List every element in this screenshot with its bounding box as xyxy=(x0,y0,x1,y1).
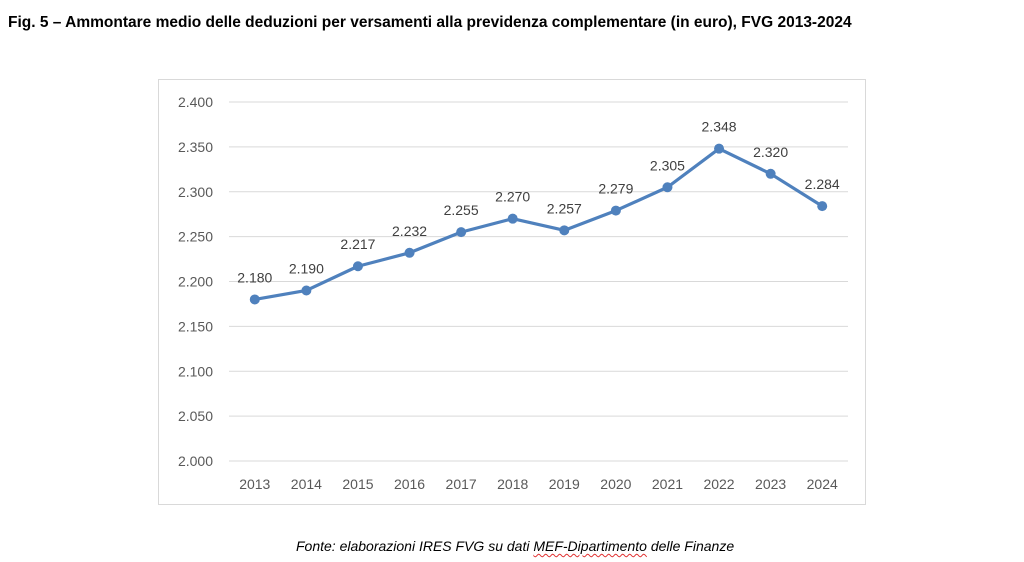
x-tick-label: 2018 xyxy=(497,476,528,492)
data-label: 2.348 xyxy=(702,119,737,135)
line-chart: 2.000 2.050 2.100 2.150 2.200 2.250 2.300 2.350… xyxy=(178,94,848,492)
y-tick-label: 2.400 xyxy=(178,94,213,110)
chart-area: 2.000 2.050 2.100 2.150 2.200 2.250 2.300 2.350… xyxy=(158,79,866,505)
data-point xyxy=(610,205,621,216)
source-suffix: delle Finanze xyxy=(646,538,735,554)
data-point xyxy=(249,294,260,305)
data-labels: 2.180 2.190 2.217 2.232 2.255 2.270 2.257 2.279… xyxy=(237,119,840,286)
figure-title: Fig. 5 – Ammontare medio delle deduzioni… xyxy=(8,14,852,31)
data-point xyxy=(404,247,415,258)
y-axis-ticks: 2.000 2.050 2.100 2.150 2.200 2.250 2.300 2.350… xyxy=(178,94,213,469)
x-tick-label: 2015 xyxy=(342,476,373,492)
x-tick-label: 2013 xyxy=(239,476,270,492)
data-label: 2.232 xyxy=(392,223,427,239)
data-point xyxy=(456,227,467,238)
series-line-group xyxy=(253,147,824,302)
data-label: 2.190 xyxy=(289,260,324,276)
x-tick-label: 2022 xyxy=(703,476,734,492)
data-point xyxy=(714,143,725,154)
x-tick-label: 2014 xyxy=(291,476,322,492)
gridlines xyxy=(229,101,848,462)
x-tick-label: 2021 xyxy=(652,476,683,492)
y-tick-label: 2.100 xyxy=(178,363,213,379)
data-label: 2.257 xyxy=(547,200,582,216)
data-point xyxy=(507,213,518,224)
data-label: 2.270 xyxy=(495,189,530,205)
data-point xyxy=(301,285,312,296)
x-tick-label: 2017 xyxy=(446,476,477,492)
x-tick-label: 2024 xyxy=(807,476,838,492)
y-tick-label: 2.200 xyxy=(178,274,213,290)
data-label: 2.284 xyxy=(805,176,840,192)
x-tick-label: 2020 xyxy=(600,476,631,492)
y-tick-label: 2.050 xyxy=(178,408,213,424)
source-note: Fonte: elaborazioni IRES FVG su dati MEF… xyxy=(296,538,734,554)
data-label: 2.320 xyxy=(753,144,788,160)
data-label: 2.180 xyxy=(237,269,272,285)
x-axis-ticks: 2013 2014 2015 2016 2017 2018 2019 2020 2021 2022… xyxy=(239,476,838,492)
data-point xyxy=(352,261,363,272)
source-highlight: MEF-Dipartimento xyxy=(533,538,647,554)
data-point xyxy=(559,225,570,236)
data-points xyxy=(249,143,828,305)
data-point xyxy=(817,201,828,212)
data-label: 2.255 xyxy=(444,202,479,218)
x-tick-label: 2019 xyxy=(549,476,580,492)
data-label: 2.279 xyxy=(598,181,633,197)
y-tick-label: 2.000 xyxy=(178,453,213,469)
y-tick-label: 2.300 xyxy=(178,184,213,200)
y-tick-label: 2.150 xyxy=(178,318,213,334)
data-point xyxy=(662,182,673,193)
series-line xyxy=(253,147,824,302)
data-label: 2.305 xyxy=(650,157,685,173)
x-tick-label: 2016 xyxy=(394,476,425,492)
source-prefix: Fonte: elaborazioni IRES FVG su dati xyxy=(296,538,534,554)
data-point xyxy=(765,168,776,179)
x-tick-label: 2023 xyxy=(755,476,786,492)
y-tick-label: 2.350 xyxy=(178,139,213,155)
data-label: 2.217 xyxy=(340,236,375,252)
y-tick-label: 2.250 xyxy=(178,229,213,245)
